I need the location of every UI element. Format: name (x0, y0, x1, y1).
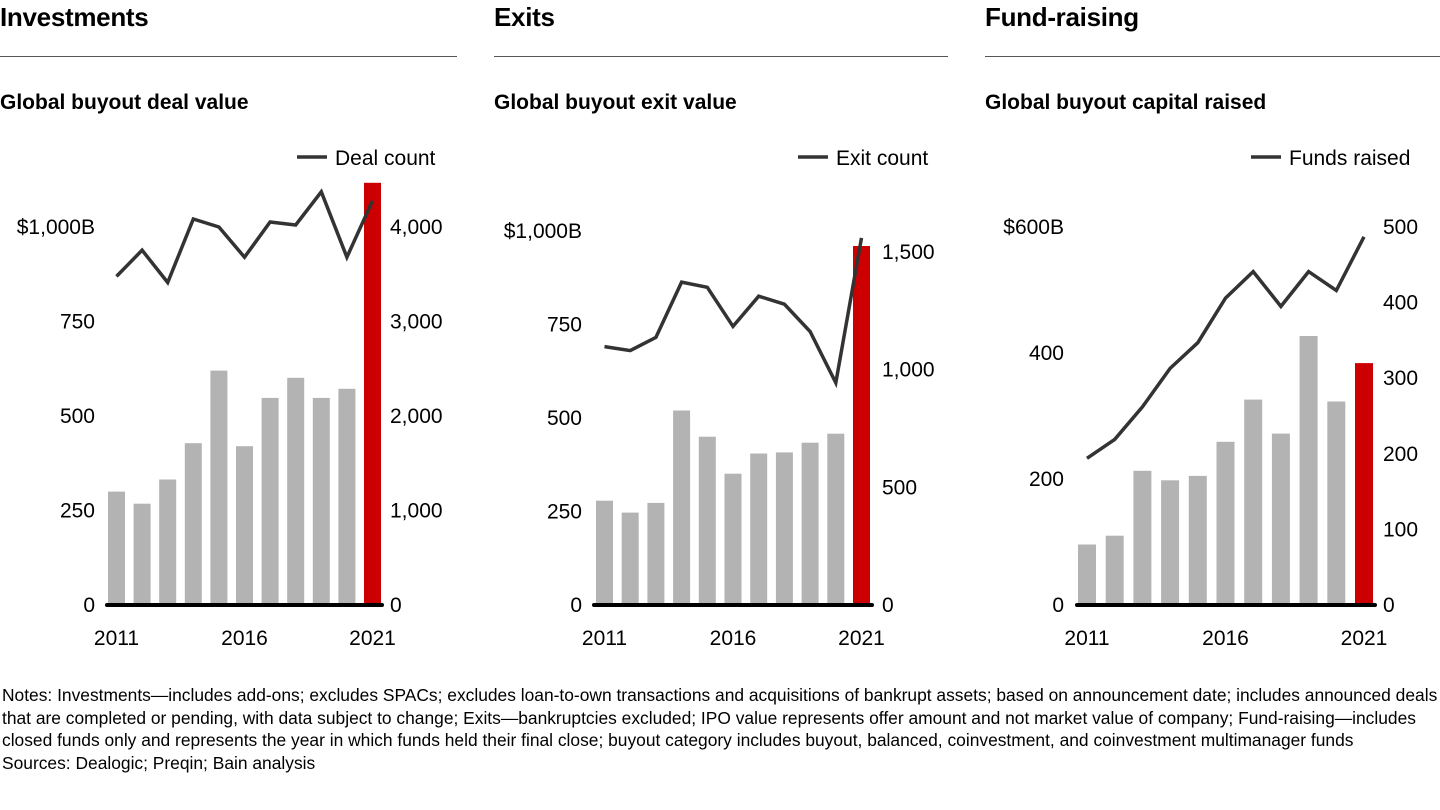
chart-title: Global buyout capital raised (985, 91, 1267, 114)
line-deal-count (115, 188, 375, 286)
right-axis-tick-label: 0 (1383, 594, 1395, 617)
panel-exits: Exits Global buyout exit value 0 250 500 75… (494, 0, 948, 660)
bar-2013 (1133, 470, 1152, 605)
legend: Exit count (798, 147, 928, 170)
legend-label: Funds raised (1289, 147, 1410, 170)
bar-2011 (1078, 544, 1096, 605)
chart-capital-raised: 0 200 400 $600B 0 100 200 300 400 500 2011 2016 2021… (1003, 147, 1418, 650)
bar-2018 (775, 452, 793, 605)
divider (985, 56, 1440, 57)
bar-highlight-2021 (1355, 363, 1373, 605)
right-axis-tick-label: 0 (882, 594, 894, 617)
panel-heading: Fund-raising (985, 2, 1139, 32)
x-axis-tick-label: 2021 (838, 627, 885, 650)
chart-title: Global buyout deal value (0, 91, 249, 114)
bar-2011 (108, 491, 125, 605)
left-axis-tick-label: 500 (60, 405, 95, 428)
bar-2019 (312, 397, 330, 605)
chart-exit-value: 0 250 500 750 $1,000B 0 500 1,000 1,500 2011 2016 2… (504, 147, 935, 650)
left-axis-tick-label: 0 (570, 594, 582, 617)
panel-fund-raising: Fund-raising Global buyout capital raise… (985, 0, 1440, 660)
bar-2012 (133, 503, 151, 605)
bar-2016 (1216, 441, 1235, 605)
bar-2014 (184, 443, 202, 605)
bar-2011 (596, 500, 613, 605)
x-axis-tick-label: 2021 (349, 627, 396, 650)
left-axis-tick-label: $1,000B (504, 220, 582, 243)
bar-2012 (1105, 535, 1124, 605)
right-axis-tick-label: 500 (882, 476, 917, 499)
left-axis-tick-label: $600B (1003, 216, 1064, 239)
line-funds-raised (1086, 235, 1366, 460)
bar-2018 (287, 377, 305, 605)
bar-highlight-2021 (364, 182, 381, 606)
left-axis-tick-label: $1,000B (17, 216, 95, 239)
x-axis-tick-label: 2021 (1341, 627, 1388, 650)
x-axis-tick-label: 2011 (582, 627, 627, 650)
panel-heading: Exits (494, 2, 555, 32)
bar-2013 (159, 479, 177, 605)
bar-2017 (261, 397, 279, 605)
bar-2018 (1271, 433, 1290, 605)
x-axis-tick-label: 2011 (1064, 627, 1109, 650)
bar-2019 (801, 442, 819, 605)
right-axis-tick-label: 500 (1383, 216, 1418, 239)
bar-2016 (236, 446, 253, 605)
legend: Deal count (297, 147, 436, 170)
divider (494, 56, 948, 57)
bar-2017 (1244, 399, 1263, 605)
bar-2015 (210, 370, 228, 605)
chart-deal-value: 0 250 500 750 $1,000B 0 1,000 2,000 3,000 4,000 20… (17, 147, 443, 650)
legend-label: Deal count (335, 147, 436, 170)
bar-highlight-2021 (853, 246, 870, 605)
panel-heading: Investments (0, 2, 149, 32)
bar-2019 (1299, 336, 1318, 605)
bar-2012 (621, 512, 639, 605)
right-axis-tick-label: 400 (1383, 292, 1418, 315)
notes-text: Notes: Investments—includes add-ons; exc… (2, 685, 1438, 751)
right-axis-tick-label: 1,500 (882, 241, 935, 264)
bar-2015 (1188, 475, 1207, 605)
bar-2014 (1161, 480, 1180, 605)
bar-2017 (750, 453, 768, 605)
left-axis-tick-label: 250 (60, 500, 95, 523)
bar-2013 (647, 502, 665, 605)
right-axis-tick-label: 2,000 (390, 405, 443, 428)
right-axis-tick-label: 1,000 (882, 359, 935, 382)
right-axis-tick-label: 3,000 (390, 311, 443, 334)
left-axis-tick-label: 250 (547, 501, 582, 524)
divider (0, 56, 457, 57)
right-axis-tick-label: 200 (1383, 443, 1418, 466)
left-axis-tick-label: 0 (83, 594, 95, 617)
x-axis-tick-label: 2016 (1202, 627, 1249, 650)
bar-2020 (827, 433, 845, 605)
left-axis-tick-label: 500 (547, 407, 582, 430)
legend: Funds raised (1251, 147, 1410, 170)
line-exit-count (604, 237, 864, 389)
bar-2016 (724, 473, 742, 605)
sources-text: Sources: Dealogic; Preqin; Bain analysis (2, 752, 316, 773)
x-axis-tick-label: 2016 (221, 627, 268, 650)
right-axis-tick-label: 4,000 (390, 216, 443, 239)
left-axis-tick-label: 0 (1052, 594, 1064, 617)
left-axis-tick-label: 400 (1029, 342, 1064, 365)
x-axis-tick-label: 2011 (94, 627, 139, 650)
panel-investments: Investments Global buyout deal value 0 25… (0, 0, 457, 660)
left-axis-tick-label: 750 (547, 314, 582, 337)
right-axis-tick-label: 1,000 (390, 500, 443, 523)
bar-2020 (338, 388, 356, 605)
x-axis-tick-label: 2016 (710, 627, 757, 650)
right-axis-tick-label: 100 (1383, 518, 1418, 541)
bar-2020 (1327, 401, 1346, 605)
right-axis-tick-label: 300 (1383, 367, 1418, 390)
footnotes: Notes: Investments—includes add-ons; exc… (2, 684, 1438, 774)
chart-title: Global buyout exit value (494, 91, 737, 114)
left-axis-tick-label: 750 (60, 311, 95, 334)
bar-2015 (698, 436, 716, 605)
legend-label: Exit count (836, 147, 928, 170)
left-axis-tick-label: 200 (1029, 468, 1064, 491)
bar-2014 (673, 410, 691, 605)
right-axis-tick-label: 0 (390, 594, 402, 617)
